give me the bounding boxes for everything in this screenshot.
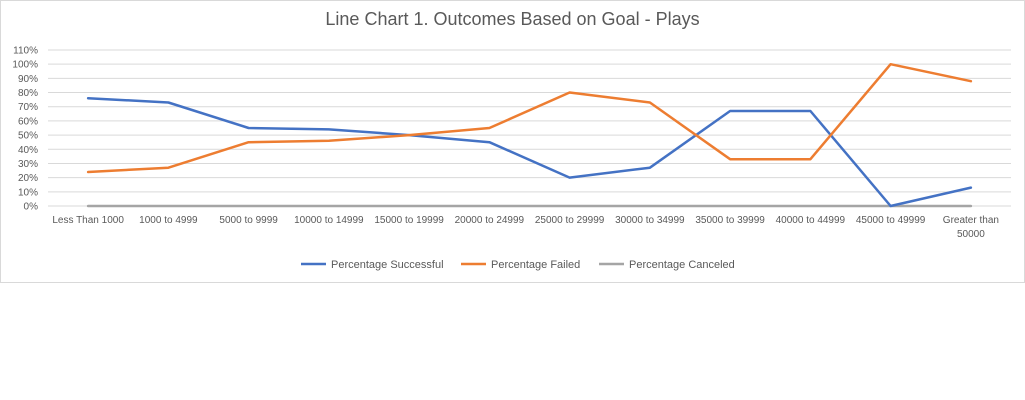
x-tick-label: 5000 to 9999: [219, 215, 278, 226]
y-tick-label: 0%: [24, 202, 39, 213]
y-tick-label: 100%: [12, 60, 38, 71]
line-chart: 0% 10% 20% 30% 40% 50% 60% 70% 80% 90% 100% 110% Les…: [12, 46, 1011, 271]
x-tick-label: 30000 to 34999: [615, 215, 685, 226]
y-tick-label: 60%: [18, 116, 38, 127]
y-tick-label: 90%: [18, 74, 38, 85]
y-tick-label: 20%: [18, 173, 38, 184]
x-tick-label: 20000 to 24999: [455, 215, 525, 226]
x-tick-label: Greater than: [943, 215, 999, 226]
series-line-percentage-failed: [86, 62, 973, 174]
chart-area: Line Chart 1. Outcomes Based on Goal - P…: [0, 0, 1025, 283]
chart-title: Line Chart 1. Outcomes Based on Goal - P…: [325, 9, 700, 29]
x-tick-label: 50000: [957, 229, 985, 240]
legend-label: Percentage Successful: [331, 259, 444, 271]
x-tick-label: Less Than 1000: [52, 215, 124, 226]
legend-label: Percentage Failed: [491, 259, 580, 271]
series-line-percentage-successful: [86, 96, 973, 208]
y-tick-label: 80%: [18, 88, 38, 99]
x-tick-label: 25000 to 29999: [535, 215, 605, 226]
y-tick-label: 70%: [18, 102, 38, 113]
x-tick-label: 40000 to 44999: [776, 215, 846, 226]
y-tick-label: 30%: [18, 159, 38, 170]
y-tick-label: 40%: [18, 145, 38, 156]
x-tick-label: 15000 to 19999: [374, 215, 444, 226]
legend-label: Percentage Canceled: [629, 259, 735, 271]
x-tick-label: 45000 to 49999: [856, 215, 926, 226]
x-tick-label: 1000 to 4999: [139, 215, 198, 226]
x-tick-label: 35000 to 39999: [695, 215, 765, 226]
y-tick-label: 50%: [18, 131, 38, 142]
y-tick-label: 110%: [13, 46, 38, 57]
y-tick-label: 10%: [18, 187, 38, 198]
x-tick-label: 10000 to 14999: [294, 215, 364, 226]
